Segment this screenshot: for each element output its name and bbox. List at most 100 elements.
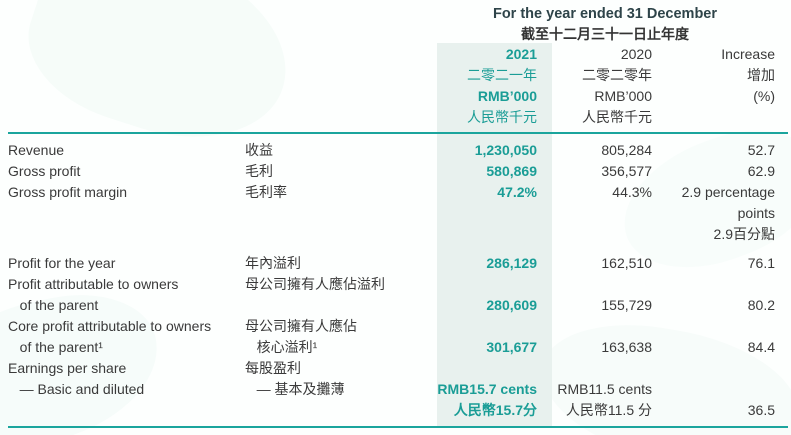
cell-v2020: 155,729 <box>544 274 658 316</box>
cell-inc: 52.7 <box>658 140 791 161</box>
header-rule <box>8 132 788 134</box>
table-row: — Basic and diluted — 基本及攤薄 RMB15.7 cents… <box>0 379 791 421</box>
column-header-line: 增加 <box>747 67 775 83</box>
column-header-line: RMB’000 <box>477 88 537 104</box>
cell-en: Profit attributable to owners of the par… <box>0 274 245 316</box>
cell-v2021: RMB15.7 cents 人民幣15.7分 <box>429 379 544 421</box>
table-row: Gross profit margin 毛利率 47.2% 44.3% 2.9 perc… <box>0 182 791 245</box>
column-header-line: 2021 <box>505 46 537 62</box>
cell-zh: 每股盈利 <box>245 358 429 379</box>
cell-line: — Basic and diluted <box>8 381 145 397</box>
cell-line: 每股盈利 <box>245 360 301 376</box>
table-row: Earnings per share 每股盈利 <box>0 358 791 379</box>
cell-line: 2.9 percentage <box>681 184 775 200</box>
cell-line: 母公司擁有人應佔 <box>245 318 357 334</box>
cell-v2020: 162,510 <box>544 253 658 274</box>
cell-en: Revenue <box>0 140 245 161</box>
cell-line <box>544 316 652 337</box>
cell-line <box>429 274 537 295</box>
cell-line: 76.1 <box>747 255 775 271</box>
footer-rule <box>8 426 788 428</box>
cell-line: — 基本及攤薄 <box>245 381 345 397</box>
spacer-cell <box>0 44 245 128</box>
column-header-2021: 2021 二零二一年 RMB’000 人民幣千元 <box>429 44 544 128</box>
column-header-line: 人民幣千元 <box>582 109 652 125</box>
cell-line: of the parent¹ <box>8 339 103 355</box>
cell-line: RMB11.5 cents <box>557 381 652 397</box>
cell-line: Profit attributable to owners <box>8 276 179 292</box>
spacer-cell <box>0 0 245 44</box>
table-row: Gross profit 毛利 580,869 356,577 62.9 <box>0 161 791 182</box>
cell-v2021: 1,230,050 <box>429 140 544 161</box>
cell-line <box>658 274 775 295</box>
cell-line: of the parent <box>8 297 99 313</box>
table-row: Revenue 收益 1,230,050 805,284 52.7 <box>0 140 791 161</box>
cell-line: 155,729 <box>601 297 652 313</box>
column-header-line: 2020 <box>620 46 652 62</box>
cell-line: 80.2 <box>747 297 775 313</box>
cell-line: points <box>737 205 775 221</box>
cell-line: 805,284 <box>601 142 652 158</box>
cell-v2020: 44.3% <box>544 182 658 245</box>
cell-line <box>658 316 775 337</box>
cell-zh: 毛利 <box>245 161 429 182</box>
cell-zh: 母公司擁有人應佔溢利 <box>245 274 429 316</box>
table-row: Profit for the year 年內溢利 286,129 162,510 76.… <box>0 253 791 274</box>
column-header-2020: 2020 二零二零年 RMB’000 人民幣千元 <box>544 44 658 128</box>
column-headers: 2021 二零二一年 RMB’000 人民幣千元 2020 二零二零年 RMB’… <box>0 44 791 128</box>
period-heading: For the year ended 31 December 截至十二月三十一日… <box>429 0 791 44</box>
cell-en: — Basic and diluted <box>0 379 245 421</box>
cell-line: 47.2% <box>497 184 537 200</box>
cell-line: RMB15.7 cents <box>437 381 537 397</box>
period-heading-zh: 截至十二月三十一日止年度 <box>521 26 689 42</box>
cell-line: 44.3% <box>612 184 652 200</box>
cell-line: Profit for the year <box>8 255 116 271</box>
cell-line: 52.7 <box>747 142 775 158</box>
cell-inc: 80.2 <box>658 274 791 316</box>
column-header-line: RMB’000 <box>594 88 652 104</box>
cell-v2021: 47.2% <box>429 182 544 245</box>
cell-zh: 母公司擁有人應佔 核心溢利¹ <box>245 316 429 358</box>
period-heading-row: For the year ended 31 December 截至十二月三十一日… <box>0 0 791 44</box>
cell-v2020 <box>544 358 658 379</box>
cell-en: Earnings per share <box>0 358 245 379</box>
cell-inc: 2.9 percentage points 2.9百分點 <box>658 182 791 245</box>
cell-v2020: RMB11.5 cents 人民幣11.5 分 <box>544 379 658 421</box>
cell-en: Gross profit margin <box>0 182 245 245</box>
column-header-line: 人民幣千元 <box>467 109 537 125</box>
cell-inc: 62.9 <box>658 161 791 182</box>
cell-line: 280,609 <box>486 297 537 313</box>
cell-en: Core profit attributable to owners of th… <box>0 316 245 358</box>
cell-v2021: 280,609 <box>429 274 544 316</box>
cell-line: 62.9 <box>747 163 775 179</box>
cell-line: 核心溢利¹ <box>245 339 318 355</box>
cell-v2021 <box>429 358 544 379</box>
cell-v2021: 580,869 <box>429 161 544 182</box>
cell-inc: 76.1 <box>658 253 791 274</box>
table-rows: Revenue 收益 1,230,050 805,284 52.7 Gross profi… <box>0 140 791 421</box>
column-header-line: (%) <box>753 88 775 104</box>
column-header-line: Increase <box>721 46 775 62</box>
cell-inc: 84.4 <box>658 316 791 358</box>
column-highlight-2021 <box>437 43 552 428</box>
table-row: Core profit attributable to owners of th… <box>0 316 791 358</box>
row-gap <box>0 245 791 253</box>
cell-line: 1,230,050 <box>474 142 537 158</box>
table-row: Profit attributable to owners of the par… <box>0 274 791 316</box>
cell-line: 年內溢利 <box>245 255 301 271</box>
cell-line: 人民幣11.5 分 <box>565 402 652 418</box>
column-header-line: 二零二一年 <box>467 67 537 83</box>
cell-line: 84.4 <box>747 339 775 355</box>
cell-line: 人民幣15.7分 <box>453 402 537 418</box>
cell-v2021: 301,677 <box>429 316 544 358</box>
cell-line: 162,510 <box>601 255 652 271</box>
cell-line: 毛利 <box>245 163 273 179</box>
cell-zh: — 基本及攤薄 <box>245 379 429 421</box>
cell-v2020: 163,638 <box>544 316 658 358</box>
cell-line <box>429 316 537 337</box>
cell-line <box>658 379 775 400</box>
cell-v2020: 805,284 <box>544 140 658 161</box>
cell-line: Earnings per share <box>8 360 127 376</box>
period-heading-en: For the year ended 31 December <box>492 6 718 22</box>
